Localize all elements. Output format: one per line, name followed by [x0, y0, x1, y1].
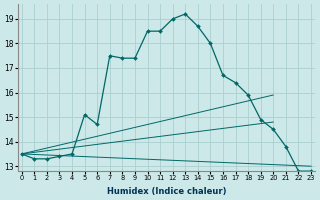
X-axis label: Humidex (Indice chaleur): Humidex (Indice chaleur)	[107, 187, 226, 196]
